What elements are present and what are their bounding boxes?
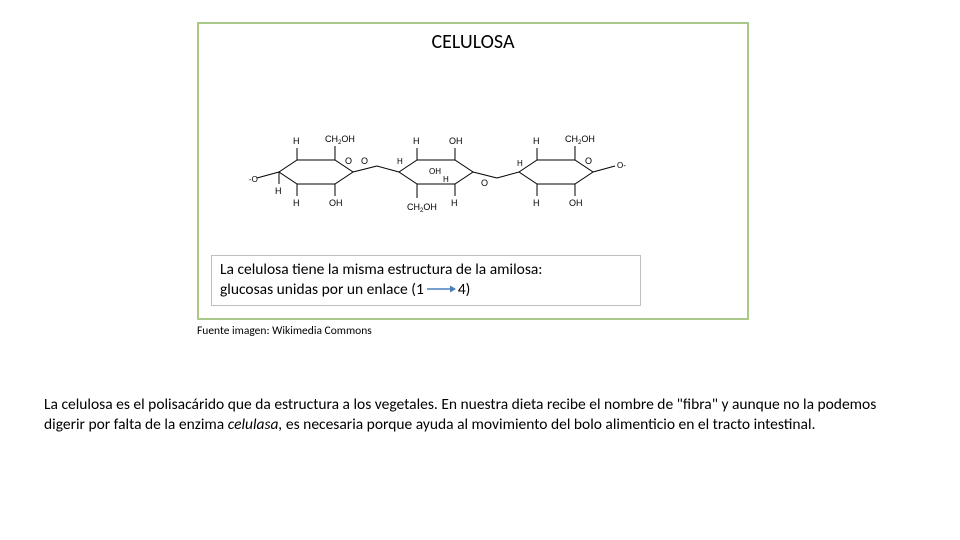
caption-line-1: La celulosa tiene la misma estructura de… [220,260,632,279]
svg-text:OH: OH [429,167,441,176]
image-credit: Fuente imagen: Wikimedia Commons [197,324,372,338]
molecule-diagram: -O CH2OH H OH H O H O [249,122,701,222]
svg-text:H: H [293,198,300,208]
svg-text:CH2OH: CH2OH [407,202,437,214]
svg-text:H: H [293,136,300,146]
svg-text:H: H [413,136,420,146]
svg-text:CH2OH: CH2OH [565,134,595,146]
svg-text:H: H [533,136,540,146]
caption-line2-a: glucosas unidas por un enlace (1 [220,280,424,299]
svg-text:H: H [517,159,523,168]
svg-text:O: O [361,156,368,166]
svg-text:OH: OH [329,198,343,208]
arrow-icon [426,284,456,294]
info-panel: CELULOSA -O CH2OH H OH H O H [197,22,749,320]
svg-text:O: O [585,156,592,166]
svg-text:-O: -O [249,175,258,184]
svg-text:OH: OH [569,198,583,208]
svg-text:H: H [397,157,403,166]
svg-text:CH2OH: CH2OH [325,134,355,146]
svg-text:O-: O- [617,161,626,170]
svg-text:H: H [451,198,458,208]
svg-text:H: H [443,175,449,184]
body-t2: es necesaria porque ayuda al movimiento … [286,415,816,434]
caption-box: La celulosa tiene la misma estructura de… [211,255,641,306]
body-italic: celulasa, [228,415,286,434]
svg-text:H: H [275,186,282,196]
svg-text:OH: OH [449,136,463,146]
caption-line2-b: 4) [458,280,471,299]
svg-text:O: O [481,178,488,188]
svg-text:O: O [345,156,352,166]
body-paragraph: La celulosa es el polisacárido que da es… [44,395,916,435]
caption-line-2: glucosas unidas por un enlace (1 4) [220,280,632,299]
svg-text:H: H [533,198,540,208]
panel-title: CELULOSA [199,30,747,54]
